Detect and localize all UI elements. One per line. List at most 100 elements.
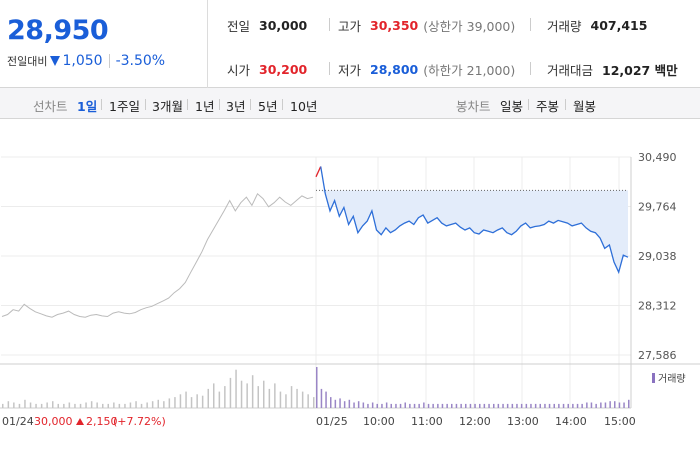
volume-bar xyxy=(404,402,406,408)
volume-bar xyxy=(40,403,43,408)
tab-daily-candle[interactable]: 일봉 xyxy=(500,99,524,114)
tab-divider xyxy=(250,99,251,110)
volume-bar xyxy=(376,403,378,408)
low-value: 28,800 xyxy=(370,62,419,77)
volume-bar xyxy=(483,403,486,408)
volume-bar xyxy=(140,403,143,408)
trade-value-value: 12,027 백만 xyxy=(602,63,678,78)
volume-bar xyxy=(240,380,243,408)
prev-close-value: 30,000 xyxy=(259,18,308,33)
y-tick-label: 27,586 xyxy=(638,349,677,362)
divider xyxy=(329,62,330,75)
line-chart-label: 선차트 xyxy=(33,99,68,114)
volume-bar xyxy=(52,401,54,408)
tab-3m[interactable]: 3개월 xyxy=(152,99,183,114)
tab-monthly-candle[interactable]: 월봉 xyxy=(573,99,597,114)
x-tick-label: 13:00 xyxy=(507,415,539,428)
volume-bar xyxy=(604,402,607,408)
volume-bar xyxy=(157,399,159,408)
volume-bar xyxy=(539,403,541,408)
volume-bar xyxy=(520,403,523,408)
tab-1w[interactable]: 1주일 xyxy=(109,99,140,114)
tab-1y[interactable]: 1년 xyxy=(195,99,215,114)
volume-bar xyxy=(307,394,309,408)
volume-bar xyxy=(479,403,481,408)
volume-bar xyxy=(441,403,444,408)
tab-weekly-candle[interactable]: 주봉 xyxy=(536,99,560,114)
volume-bar xyxy=(246,383,248,408)
volume-bar xyxy=(251,375,254,408)
today-rise-segment xyxy=(315,166,322,178)
volume-bar xyxy=(163,401,165,408)
volume-value: 407,415 xyxy=(590,18,648,33)
volume-bar xyxy=(460,403,462,408)
y-tick-label: 30,490 xyxy=(638,151,677,164)
volume-label: 거래량 xyxy=(547,19,582,34)
x-tick-label: 10:00 xyxy=(363,415,395,428)
volume-bar xyxy=(600,402,602,408)
volume-bar xyxy=(548,403,551,408)
y-tick-label: 29,764 xyxy=(638,201,677,214)
tab-5y[interactable]: 5년 xyxy=(258,99,278,114)
volume-bar xyxy=(423,402,425,408)
current-price: 28,950 xyxy=(7,15,109,46)
volume-bar xyxy=(399,403,402,408)
volume-bar xyxy=(213,383,215,408)
tab-divider xyxy=(101,99,102,110)
trade-value-label: 거래대금 xyxy=(547,63,594,78)
volume-bar xyxy=(235,369,237,408)
divider xyxy=(329,18,330,31)
low-price: 저가 28,800 (하한가 21,000) xyxy=(338,60,515,79)
volume-bar xyxy=(348,399,351,408)
volume-bar xyxy=(224,386,226,408)
today-line xyxy=(320,166,629,275)
volume-bar xyxy=(353,402,355,408)
prev-day-change: 2,150 xyxy=(86,415,118,428)
volume-bar xyxy=(576,403,579,408)
change-label: 전일대비 xyxy=(7,55,48,68)
open-label: 시가 xyxy=(227,63,251,78)
change-divider xyxy=(108,54,110,68)
volume-bar xyxy=(13,402,15,408)
volume-bar xyxy=(129,402,132,408)
volume-bar xyxy=(465,403,467,408)
high-price: 고가 30,350 (상한가 39,000) xyxy=(338,16,515,35)
volume-bar xyxy=(79,403,82,408)
change-row: 전일대비 1,050 -3.50% xyxy=(7,53,165,69)
volume-bar xyxy=(118,403,121,408)
tab-divider xyxy=(528,99,529,110)
open-value: 30,200 xyxy=(259,62,308,77)
volume-bar xyxy=(385,402,388,408)
high-label: 고가 xyxy=(338,19,362,34)
low-label: 저가 xyxy=(338,63,362,78)
volume-bar xyxy=(325,391,327,408)
volume-bar xyxy=(96,402,98,408)
tab-1d[interactable]: 1일 xyxy=(77,99,98,114)
tab-divider xyxy=(187,99,188,110)
volume-bar xyxy=(409,403,411,408)
price-chart[interactable]: 30,490 29,764 29,038 28,312 27,586 거래량 01/24 01… xyxy=(0,119,700,450)
y-tick-label: 29,038 xyxy=(638,250,677,263)
volume-bar xyxy=(511,403,514,408)
volume-bar xyxy=(558,403,560,408)
tab-3y[interactable]: 3년 xyxy=(226,99,246,114)
volume-bar xyxy=(362,402,365,408)
volume-bar xyxy=(628,399,630,408)
volume-bar xyxy=(102,403,104,408)
volume-legend-swatch xyxy=(652,373,655,383)
trade-value: 거래대금 12,027 백만 xyxy=(547,60,678,79)
volume-bar xyxy=(493,403,495,408)
tab-divider xyxy=(219,99,220,110)
volume-bar xyxy=(502,403,504,408)
tab-divider xyxy=(565,99,566,110)
volume-bar xyxy=(395,403,397,408)
volume-bar xyxy=(343,401,346,408)
volume-bar xyxy=(146,402,148,408)
volume-bar xyxy=(135,401,137,408)
volume-bar xyxy=(46,402,48,408)
volume-bar xyxy=(413,403,416,408)
volume-bar xyxy=(357,401,360,408)
volume-bar xyxy=(371,402,374,408)
volume-bar xyxy=(469,403,472,408)
tab-10y[interactable]: 10년 xyxy=(290,99,318,114)
